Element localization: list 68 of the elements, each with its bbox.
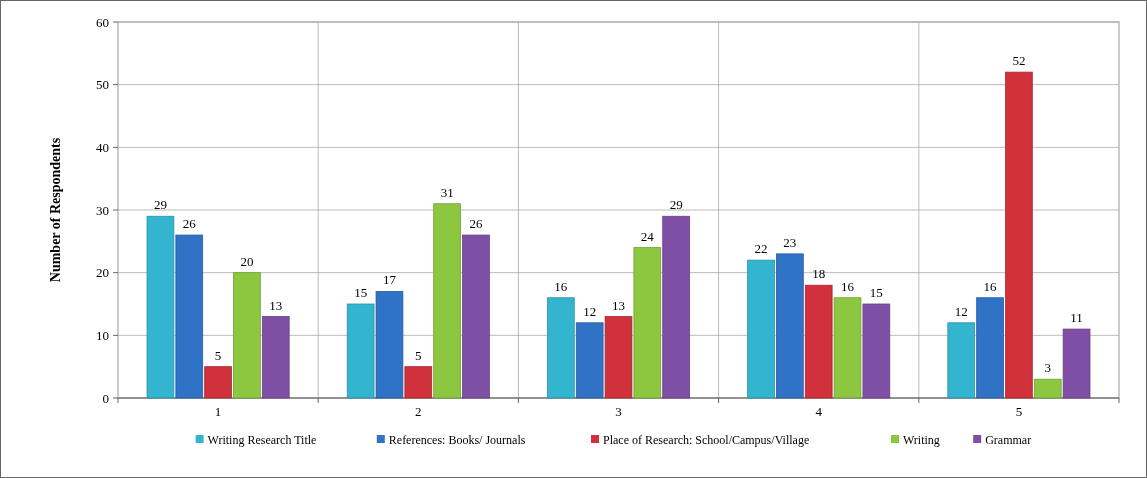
data-label: 23 [783, 234, 797, 250]
bar [662, 215, 690, 399]
bar [462, 234, 490, 399]
y-tick-label: 60 [96, 14, 109, 30]
bar [346, 303, 375, 399]
y-tick-label: 30 [96, 202, 109, 218]
data-label: 17 [382, 272, 397, 288]
bar [575, 322, 604, 399]
bar [804, 284, 833, 399]
data-label: 12 [954, 303, 968, 319]
data-label: 29 [153, 197, 167, 213]
data-label: 29 [669, 197, 683, 213]
legend-label: Writing Research Title [207, 433, 317, 448]
data-label: 52 [1012, 53, 1026, 69]
data-label: 16 [841, 278, 855, 294]
data-label: 11 [1070, 310, 1083, 326]
bar [1005, 71, 1033, 399]
legend-label: References: Books/ Journals [388, 433, 526, 448]
bar [204, 366, 232, 399]
data-label: 3 [1044, 360, 1051, 376]
bar [233, 272, 261, 399]
data-label: 16 [554, 278, 568, 294]
x-tick-label: 4 [815, 404, 823, 419]
bar [433, 203, 461, 399]
x-tick-label: 5 [1015, 404, 1023, 419]
x-tick-label: 1 [214, 404, 222, 419]
legend-label: Grammar [985, 433, 1032, 448]
x-tick-label: 3 [615, 404, 622, 419]
data-label: 22 [754, 241, 768, 257]
legend-label: Writing [903, 433, 940, 448]
bar [404, 366, 433, 399]
legend-label: Place of Research: School/Campus/Village [603, 433, 810, 448]
data-label: 31 [440, 184, 454, 200]
y-tick-label: 0 [102, 390, 109, 406]
bar [747, 259, 775, 399]
data-label: 18 [812, 266, 826, 282]
data-label: 5 [415, 347, 422, 363]
bar [976, 297, 1004, 399]
data-label: 15 [354, 285, 368, 300]
bar [604, 316, 633, 399]
bar [261, 316, 290, 399]
bar [146, 215, 175, 399]
data-label: 13 [612, 297, 625, 313]
x-tick-label: 2 [415, 404, 422, 419]
bar [1062, 328, 1091, 399]
data-label: 15 [869, 285, 883, 300]
bar [175, 234, 204, 399]
data-label: 20 [240, 253, 254, 269]
data-label: 5 [214, 347, 222, 363]
data-label: 12 [583, 303, 597, 319]
bar [547, 297, 575, 399]
y-tick-label: 40 [96, 139, 109, 155]
y-tick-label: 20 [96, 265, 109, 281]
bar [1033, 378, 1062, 399]
bar [862, 303, 891, 399]
data-label: 26 [182, 216, 197, 232]
y-tick-label: 10 [96, 327, 109, 343]
data-label: 16 [983, 278, 998, 294]
bar [375, 291, 404, 399]
data-label: 26 [469, 216, 483, 232]
bar [633, 247, 662, 399]
bar [833, 297, 862, 399]
data-label: 13 [269, 297, 283, 313]
data-label: 24 [640, 228, 655, 244]
y-tick-label: 50 [96, 77, 109, 93]
y-axis-title: Number of Respondents [48, 137, 63, 283]
bar [776, 253, 804, 399]
bar [947, 322, 976, 399]
